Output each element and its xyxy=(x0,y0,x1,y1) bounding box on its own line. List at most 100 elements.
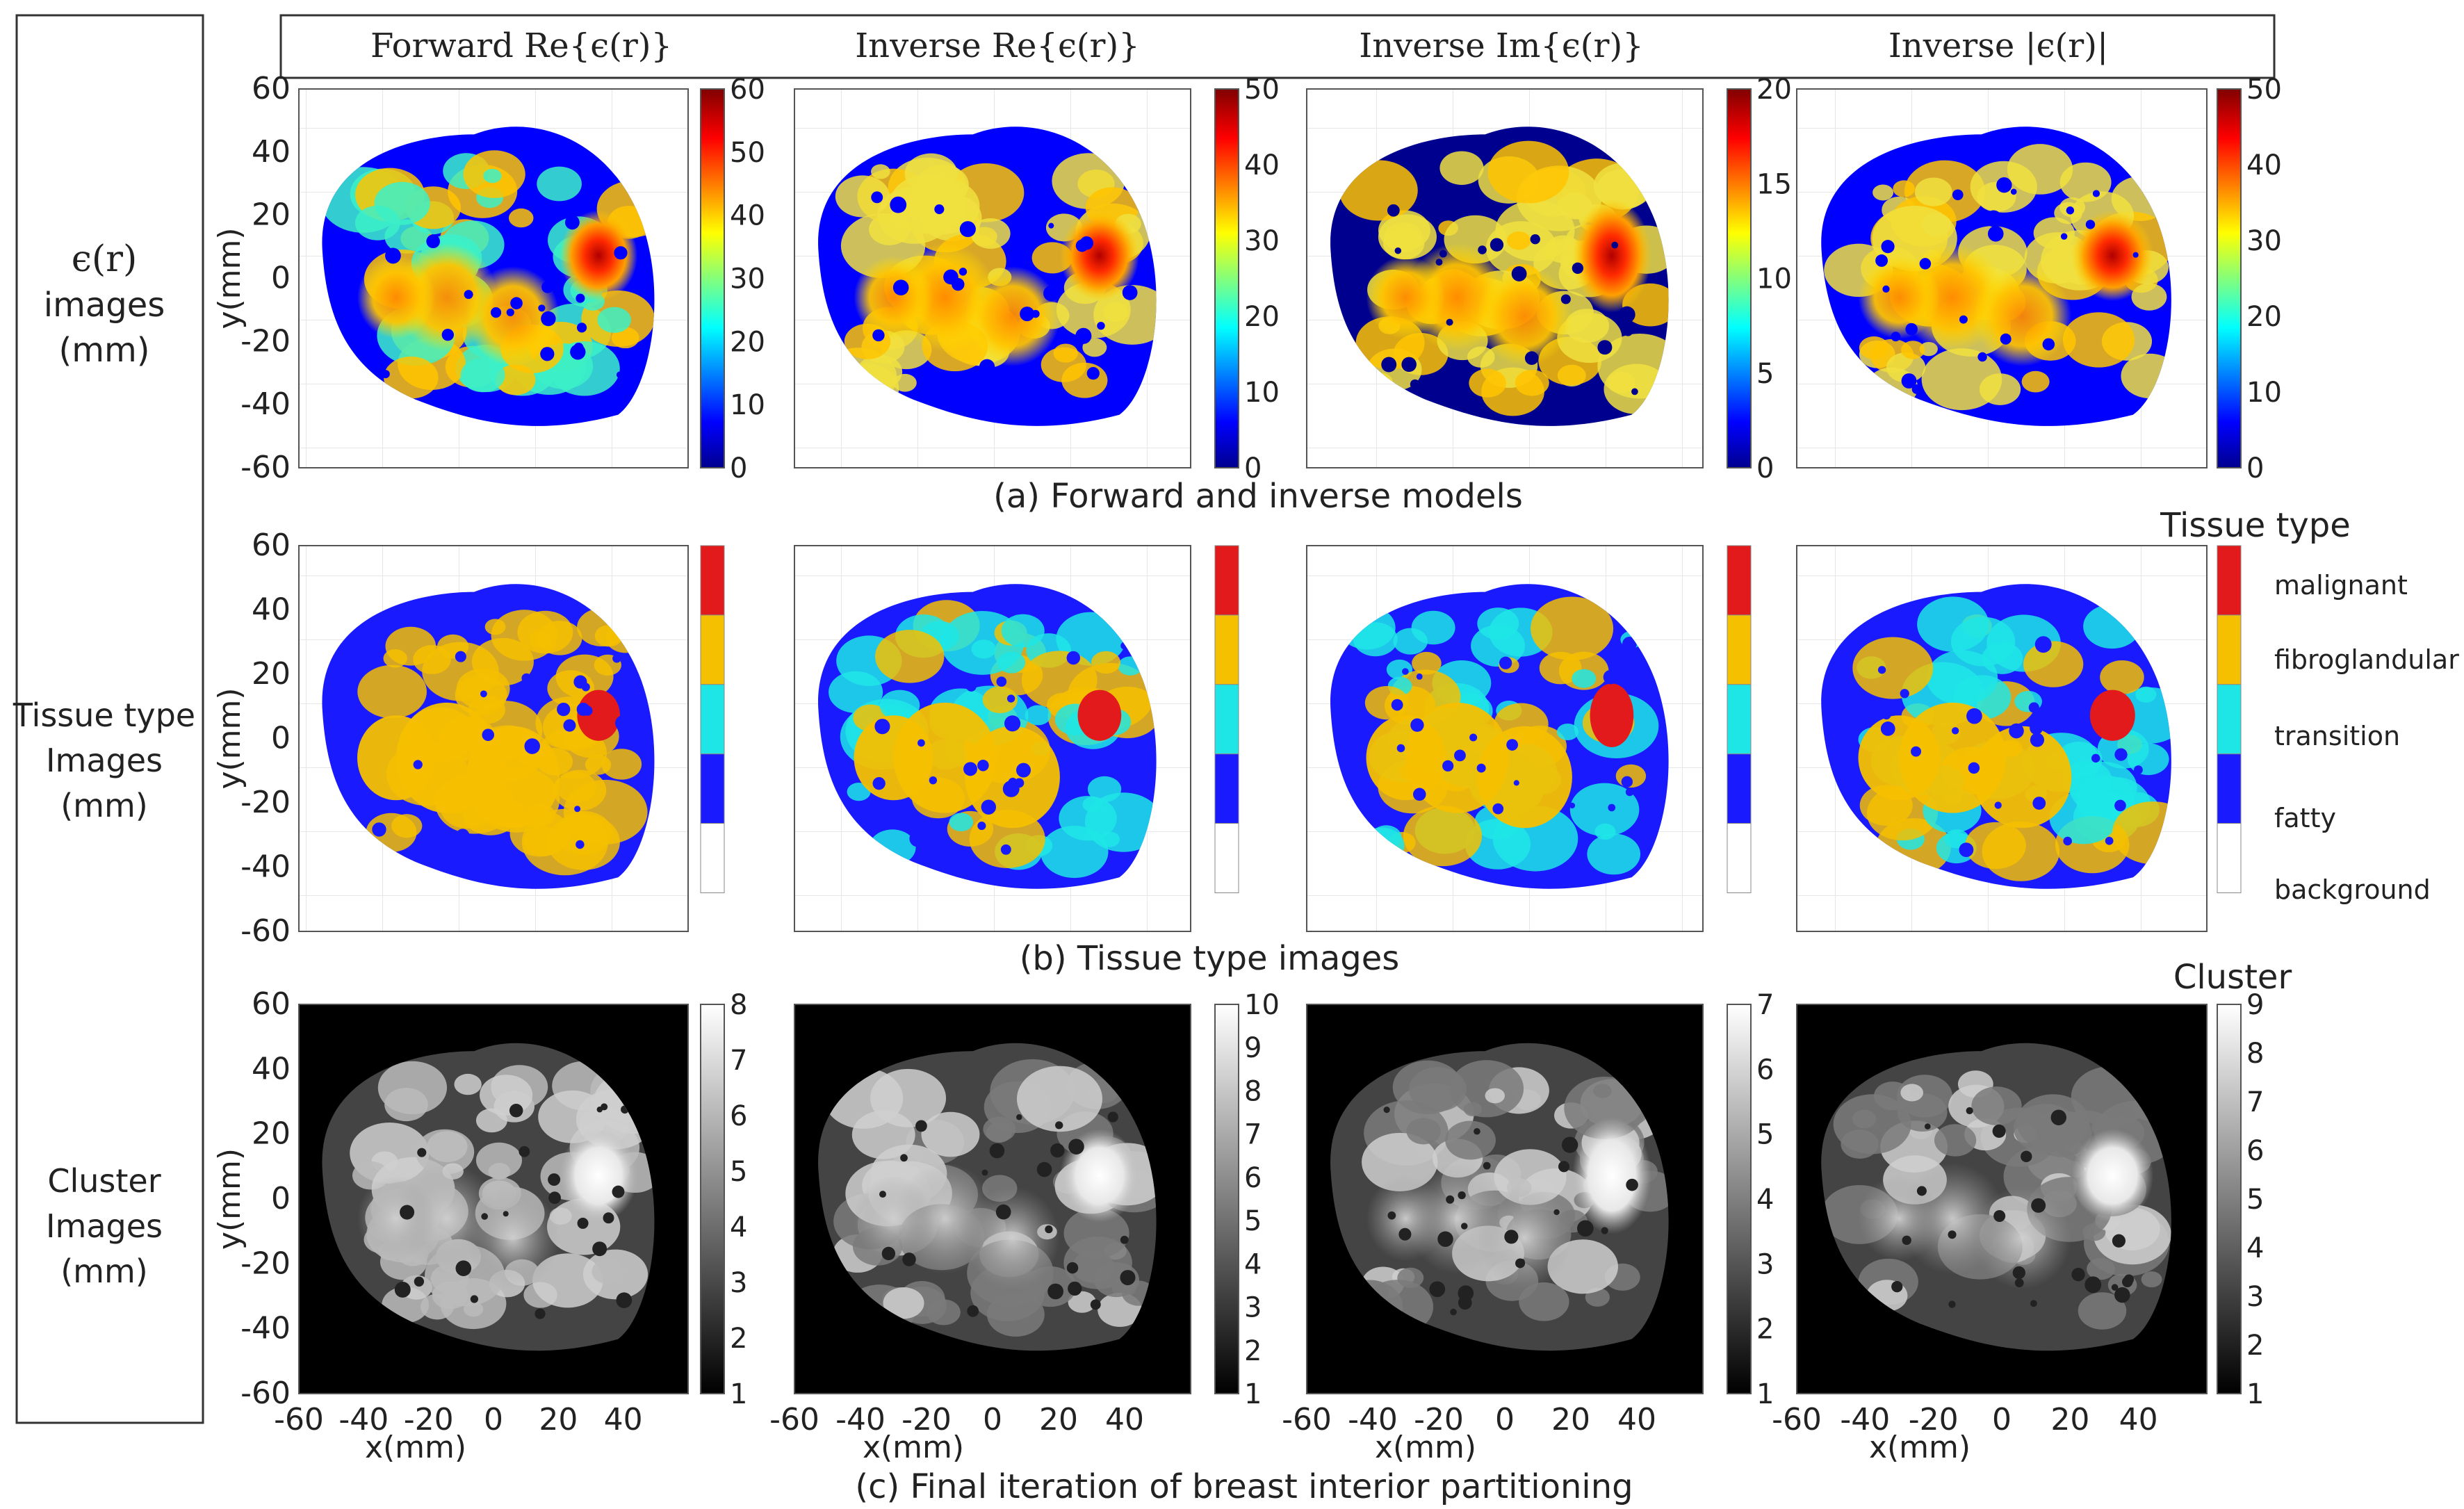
tissue-blob xyxy=(1873,184,1894,201)
texture-hole xyxy=(1966,1107,1973,1115)
tissue-blob xyxy=(555,654,614,699)
fibroglandular-region xyxy=(466,1186,560,1289)
texture-hole xyxy=(535,1308,546,1319)
y-tick-label: 0 xyxy=(271,721,291,756)
texture-hole xyxy=(1004,715,1021,732)
fibroglandular-region xyxy=(1973,266,2072,366)
texture-hole xyxy=(996,676,1007,687)
texture-hole xyxy=(576,293,585,303)
texture-hole xyxy=(612,654,621,663)
texture-hole xyxy=(1410,379,1420,389)
texture-hole xyxy=(1036,1161,1052,1177)
fibroglandular-region xyxy=(1858,1175,1941,1262)
colorbar-tick-label: 8 xyxy=(1244,1075,1262,1107)
cluster-title: Cluster xyxy=(2173,958,2292,997)
texture-hole xyxy=(1020,307,1035,322)
texture-hole xyxy=(1622,636,1637,651)
tissue-blob xyxy=(970,218,1011,249)
tissue-blob xyxy=(949,813,974,832)
tissue-blob xyxy=(1833,1094,1911,1155)
texture-hole xyxy=(1396,744,1405,753)
colorbar-tick-label: 5 xyxy=(2246,1184,2264,1216)
texture-hole xyxy=(1387,1211,1396,1220)
y-tick-label: -60 xyxy=(240,913,291,949)
texture-hole xyxy=(1621,776,1633,788)
tissue-blob xyxy=(2131,283,2167,311)
texture-hole xyxy=(1018,233,1025,240)
texture-hole xyxy=(557,702,571,717)
panel-r3-c4: 9 8 7 6 5 4 3 2 1 -60 -40 -20 0 20 40 x(mm) xyxy=(1772,989,2264,1465)
x-tick-label: -60 xyxy=(769,1402,819,1437)
colorbar-tick-label: 6 xyxy=(2246,1135,2264,1167)
texture-hole xyxy=(1992,1124,2006,1138)
texture-hole xyxy=(981,1169,988,1176)
texture-hole xyxy=(1603,669,1618,685)
tissue-blob xyxy=(2141,1271,2162,1288)
texture-hole xyxy=(394,1281,411,1298)
texture-hole xyxy=(879,1191,886,1198)
texture-hole xyxy=(1476,763,1486,773)
lesion xyxy=(560,1129,638,1223)
texture-hole xyxy=(1483,1161,1491,1170)
tissue-blob xyxy=(384,356,439,399)
tissue-blob xyxy=(384,1087,428,1122)
texture-hole xyxy=(1474,1127,1480,1135)
colorbar-segment xyxy=(1727,823,1752,893)
colorbar-tick-label: 50 xyxy=(2246,74,2282,106)
y-tick-label: -20 xyxy=(240,323,291,359)
texture-hole xyxy=(963,762,978,776)
tissue-blob xyxy=(483,168,502,183)
texture-hole xyxy=(2050,1109,2066,1125)
x-tick-label: 0 xyxy=(1992,1402,2012,1437)
texture-hole xyxy=(372,822,386,837)
tissue-blob xyxy=(1445,1120,1496,1160)
texture-hole xyxy=(1561,1136,1578,1153)
colorbar-tick-label: 7 xyxy=(1244,1119,1262,1151)
texture-hole xyxy=(1068,1281,1082,1296)
texture-hole xyxy=(977,822,986,831)
colorbar-tick-label: 5 xyxy=(1244,1205,1262,1237)
texture-hole xyxy=(958,268,968,276)
panel-r3-c2: 10 9 8 7 6 5 4 3 2 1 -60 -40 -20 0 20 40 x(mm) xyxy=(769,989,1280,1465)
texture-hole xyxy=(506,308,514,316)
tissue-blob xyxy=(1556,723,1579,741)
colorbar-segment xyxy=(700,614,725,685)
texture-hole xyxy=(1902,1235,1911,1246)
texture-hole xyxy=(464,290,473,300)
texture-hole xyxy=(872,329,885,342)
texture-hole xyxy=(573,343,584,353)
texture-hole xyxy=(1911,384,1922,394)
texture-hole xyxy=(1959,842,1974,858)
texture-hole xyxy=(1977,352,1987,362)
texture-hole xyxy=(2114,1287,2130,1303)
lesion xyxy=(2071,210,2154,302)
tissue-blob xyxy=(1084,792,1157,852)
legend-title: Tissue type xyxy=(2160,506,2351,545)
x-tick-label: -40 xyxy=(1348,1402,1398,1437)
texture-hole xyxy=(470,1295,479,1303)
tissue-blob xyxy=(1485,1088,1506,1104)
colorbar-segment xyxy=(2217,545,2242,616)
texture-hole xyxy=(1430,198,1446,215)
tissue-blob xyxy=(927,1299,961,1326)
colorbar-tick-label: 5 xyxy=(1756,358,1774,390)
texture-hole xyxy=(1900,689,1909,699)
tissue-blob xyxy=(906,178,980,235)
texture-hole xyxy=(900,1154,908,1162)
texture-hole xyxy=(574,806,581,813)
tissue-blob xyxy=(1893,180,1915,197)
legend-item-label: fatty xyxy=(2274,803,2336,833)
texture-hole xyxy=(2030,721,2043,735)
tissue-blob xyxy=(1917,596,1989,652)
colorbar-tick-label: 3 xyxy=(1756,1248,1774,1280)
texture-hole xyxy=(1079,236,1094,250)
tissue-blob xyxy=(1544,235,1581,263)
row3-label-line1: Cluster xyxy=(47,1162,161,1200)
texture-hole xyxy=(582,705,593,716)
caption-c: (c) Final iteration of breast interior p… xyxy=(855,1467,1633,1506)
texture-hole xyxy=(1066,651,1081,665)
texture-hole xyxy=(1625,788,1634,797)
texture-hole xyxy=(1919,258,1932,270)
tissue-blob xyxy=(1900,1084,1924,1102)
